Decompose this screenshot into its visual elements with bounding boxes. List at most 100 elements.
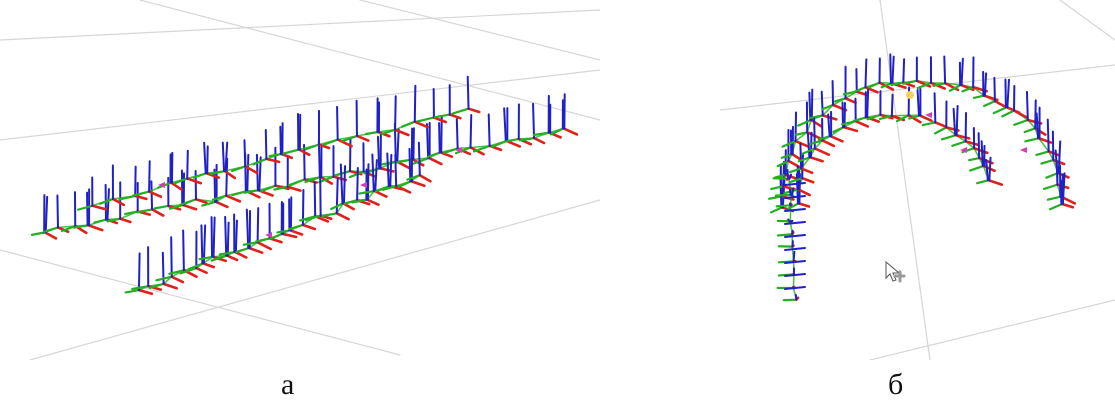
y-axis (833, 97, 847, 103)
y-axis (809, 114, 824, 120)
grid-line (879, 0, 931, 360)
x-axis (800, 176, 815, 184)
x-axis (111, 197, 126, 207)
z-axis (864, 58, 868, 89)
y-axis (330, 202, 345, 211)
y-axis (770, 185, 785, 191)
z-axis (200, 224, 204, 265)
z-axis (413, 84, 417, 123)
x-axis (317, 143, 331, 150)
y-axis (916, 81, 933, 90)
z-axis (374, 159, 378, 192)
z-axis (243, 139, 247, 168)
y-axis (136, 208, 154, 214)
z-axis (1046, 118, 1050, 153)
z-axis (213, 168, 217, 203)
x-axis (418, 173, 432, 183)
y-axis (427, 151, 442, 158)
z-axis (808, 91, 812, 121)
y-axis (30, 231, 47, 236)
x-axis (223, 169, 237, 180)
z-axis (455, 118, 459, 150)
y-axis (895, 114, 910, 123)
y-axis (60, 224, 77, 233)
x-axis (413, 120, 429, 129)
x-axis (256, 240, 273, 251)
y-axis (132, 190, 151, 197)
z-axis (955, 104, 959, 137)
x-axis (201, 262, 216, 269)
grid-line (1059, 0, 1115, 41)
z-axis (137, 252, 141, 292)
y-axis (797, 118, 813, 127)
z-axis (799, 142, 803, 170)
trajectory-outer-arch (780, 79, 1063, 208)
z-axis (425, 123, 430, 159)
origin-marker (906, 91, 914, 99)
y-axis (817, 134, 832, 141)
z-axis (977, 132, 981, 160)
y-axis (406, 174, 421, 181)
z-axis (813, 117, 816, 150)
z-axis (303, 143, 306, 181)
z-axis (245, 208, 250, 250)
y-axis (235, 246, 251, 254)
x-axis (194, 198, 208, 204)
x-axis (169, 181, 183, 191)
z-axis (1034, 99, 1037, 130)
y-axis (131, 285, 150, 291)
z-axis (396, 128, 400, 163)
grid-line (29, 199, 600, 360)
y-axis (118, 194, 137, 201)
y-axis (304, 214, 322, 222)
x-axis (355, 134, 370, 142)
y-axis (851, 86, 867, 94)
panel-b-viewport (720, 0, 1115, 360)
x-axis (432, 116, 448, 124)
y-axis (908, 114, 921, 120)
x-axis (842, 125, 859, 133)
z-axis (791, 229, 794, 236)
x-axis (150, 208, 165, 217)
z-axis (86, 191, 89, 227)
z-axis (788, 202, 792, 207)
y-axis (549, 127, 565, 136)
y-axis (781, 139, 797, 148)
z-axis (532, 102, 536, 140)
y-axis (179, 266, 198, 275)
y-axis (932, 82, 947, 88)
x-axis (365, 198, 380, 206)
y-axis (401, 120, 416, 128)
y-axis (334, 170, 352, 177)
y-axis (443, 147, 459, 154)
caption-b: б (888, 368, 904, 401)
z-axis (794, 293, 798, 301)
x-axis (265, 157, 281, 164)
z-axis (787, 218, 791, 223)
z-axis (339, 163, 344, 205)
x-axis (280, 152, 294, 160)
x-axis (170, 275, 185, 284)
x-axis (118, 217, 132, 224)
grid-line (139, 0, 600, 121)
y-axis (878, 114, 893, 121)
y-axis (218, 250, 237, 256)
y-axis (992, 106, 1008, 115)
y-axis (788, 167, 803, 174)
y-axis (454, 146, 472, 155)
grid-line (359, 0, 600, 61)
y-axis (381, 160, 398, 166)
x-axis (393, 128, 410, 137)
z-axis (417, 141, 421, 177)
x-axis (409, 179, 426, 188)
z-axis (791, 240, 794, 248)
y-axis (364, 130, 380, 136)
y-axis (788, 177, 804, 184)
y-axis (318, 175, 335, 184)
z-axis (226, 221, 230, 257)
z-axis (788, 173, 793, 180)
z-axis (182, 229, 185, 272)
z-axis (809, 131, 813, 159)
y-axis (73, 224, 90, 229)
y-axis (433, 113, 451, 119)
